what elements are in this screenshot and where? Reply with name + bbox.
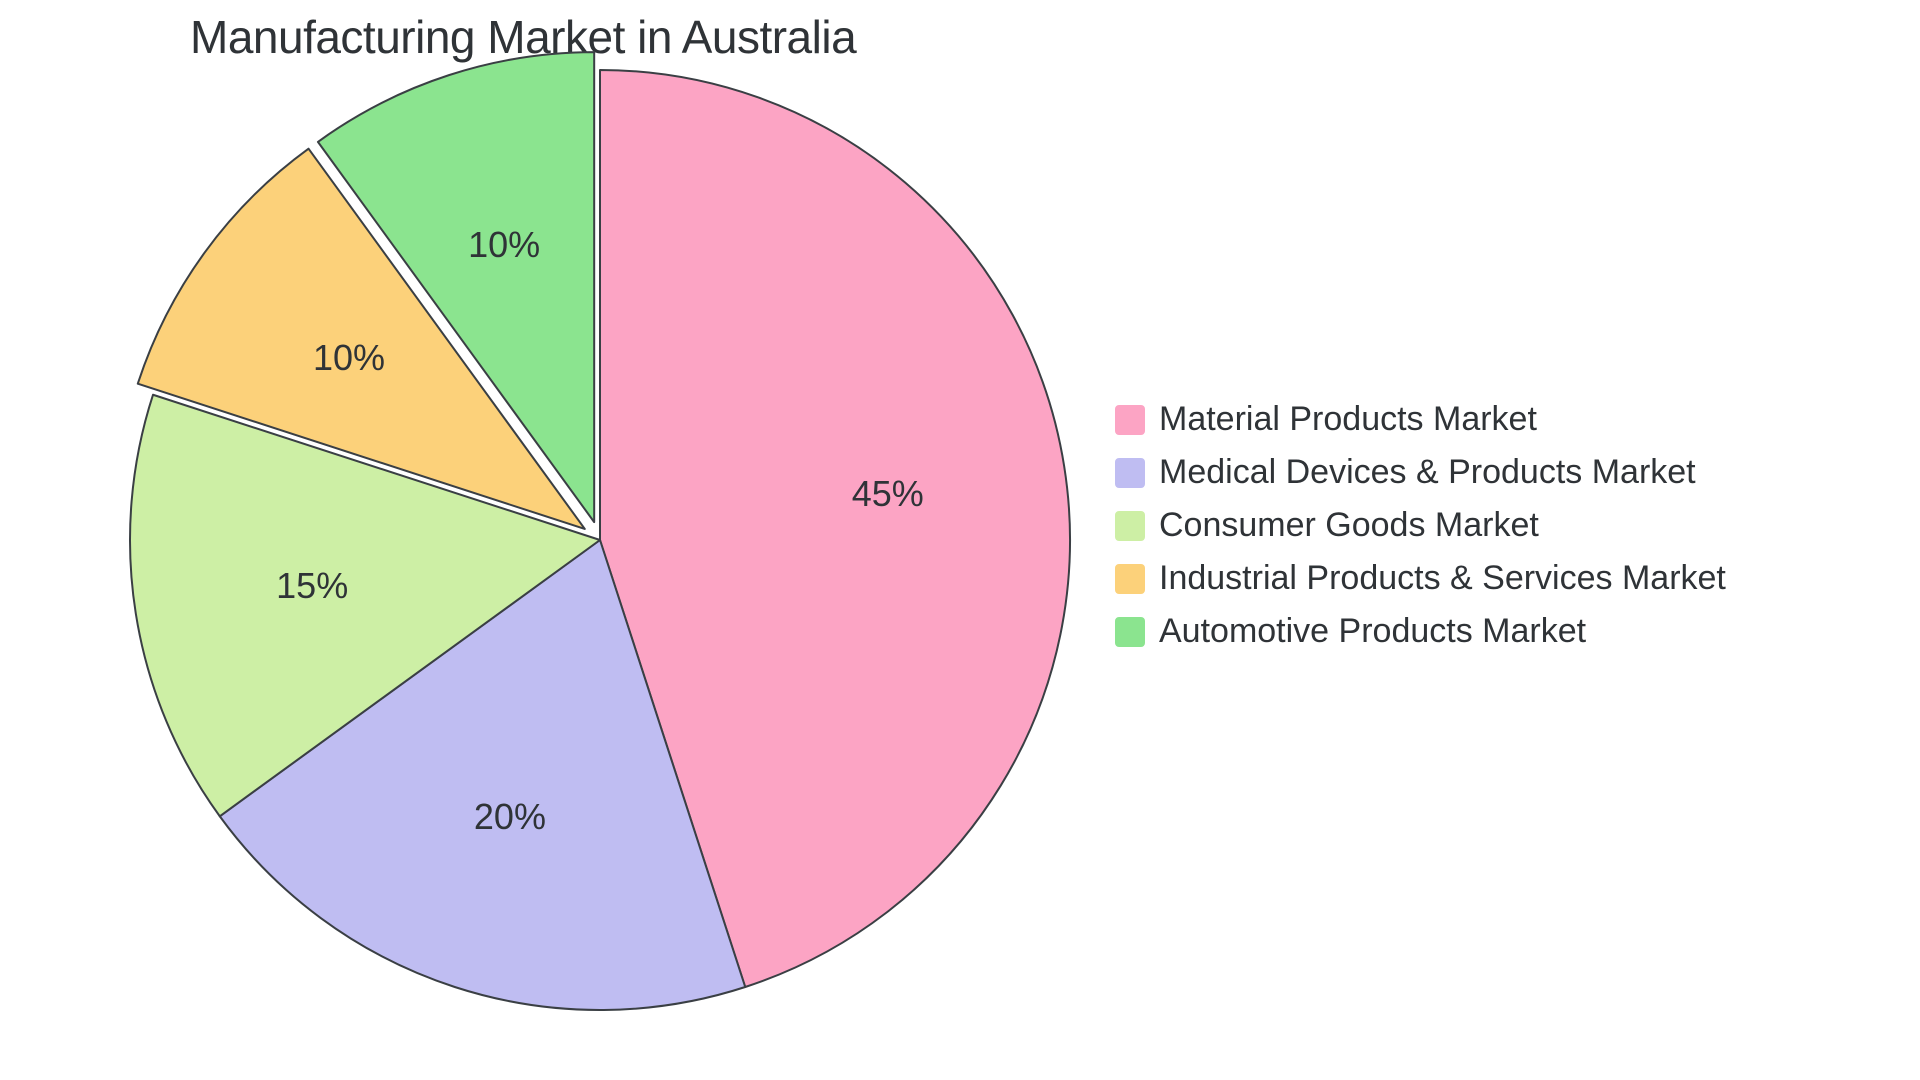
chart-container: Manufacturing Market in Australia 45%20%… [0,0,1920,1080]
pie-slice-label: 10% [313,337,385,379]
legend-label: Consumer Goods Market [1159,506,1539,545]
legend-swatch [1115,617,1145,647]
legend-label: Automotive Products Market [1159,612,1586,651]
legend-label: Industrial Products & Services Market [1159,559,1726,598]
pie-slice-label: 15% [276,565,348,607]
legend-label: Medical Devices & Products Market [1159,453,1696,492]
legend-swatch [1115,458,1145,488]
legend-swatch [1115,511,1145,541]
pie-slice-label: 10% [468,224,540,266]
legend-label: Material Products Market [1159,400,1537,439]
legend-item[interactable]: Material Products Market [1115,400,1726,439]
pie-slice-label: 45% [852,473,924,515]
pie-slice-label: 20% [474,796,546,838]
legend-item[interactable]: Medical Devices & Products Market [1115,453,1726,492]
legend-item[interactable]: Automotive Products Market [1115,612,1726,651]
legend-swatch [1115,564,1145,594]
legend-swatch [1115,405,1145,435]
legend-item[interactable]: Consumer Goods Market [1115,506,1726,545]
legend: Material Products Market Medical Devices … [1115,400,1726,651]
legend-item[interactable]: Industrial Products & Services Market [1115,559,1726,598]
